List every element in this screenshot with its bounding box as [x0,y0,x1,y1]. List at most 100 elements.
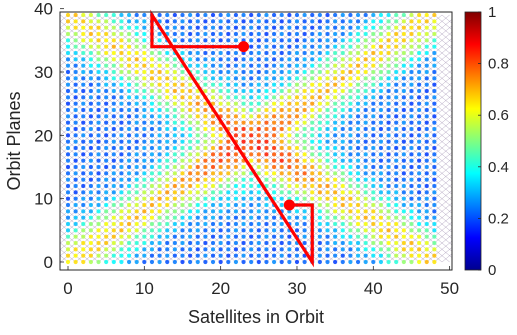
satellite-point [325,12,330,18]
satellite-point [149,171,155,176]
satellite-point [88,69,93,75]
satellite-point [195,145,200,151]
satellite-point [417,107,422,113]
satellite-point [149,240,155,246]
satellite-point [203,76,208,81]
satellite-point [119,209,124,214]
satellite-point [104,190,109,195]
x-tick-label: 10 [135,279,154,298]
satellite-point [271,38,277,43]
satellite-point [142,38,147,43]
satellite-point [386,215,391,220]
satellite-point [195,158,200,163]
link-line [121,14,420,263]
satellite-point [195,25,200,30]
satellite-point [172,190,177,195]
satellite-point [424,183,429,189]
satellite-point [348,215,353,220]
satellite-point [325,190,330,195]
link-line [342,14,452,106]
satellite-point [73,133,78,138]
satellite-point [256,50,261,56]
satellite-point [264,95,269,100]
satellite-point [394,82,399,87]
satellite-point [394,183,399,189]
satellite-point [401,253,406,258]
satellite-point [294,95,300,100]
satellite-point [325,76,330,81]
satellite-point [432,63,437,68]
satellite-point [96,234,101,239]
satellite-point [241,228,246,233]
satellite-point [394,63,399,68]
satellite-point [340,234,345,239]
link-line [60,14,351,257]
satellite-point [104,215,109,220]
satellite-point [210,88,216,94]
satellite-point [317,107,322,113]
satellite-point [371,88,376,94]
satellite-point [149,253,155,258]
satellite-point [157,202,162,208]
satellite-point [210,120,216,125]
satellite-point [325,202,330,208]
satellite-point [271,69,277,75]
satellite-point [355,158,361,163]
satellite-point [104,101,109,106]
satellite-point [233,240,239,246]
satellite-point [226,158,231,163]
satellite-point [317,145,322,151]
satellite-point [142,234,147,239]
satellite-point [88,82,93,87]
satellite-point [180,19,185,24]
satellite-point [424,57,429,62]
satellite-point [409,63,414,68]
satellite-point [394,114,399,119]
satellite-point [126,95,132,100]
satellite-point [180,171,185,176]
satellite-point [65,133,71,138]
satellite-point [264,69,269,75]
satellite-point [417,152,422,157]
satellite-point [279,253,284,258]
satellite-point [172,25,177,30]
satellite-point [432,50,437,56]
link-line [60,14,290,206]
satellite-point [264,253,269,258]
satellite-point [340,82,345,87]
satellite-point [111,152,116,157]
satellite-point [302,25,307,30]
satellite-point [287,107,292,113]
satellite-point [279,190,284,195]
satellite-point [142,69,147,75]
satellite-point [271,76,277,81]
satellite-point [104,19,109,24]
satellite-point [264,240,269,246]
satellite-point [378,228,384,233]
satellite-point [119,259,124,265]
satellite-point [165,76,170,81]
satellite-point [73,69,78,75]
satellite-point [134,253,139,258]
satellite-point [302,50,307,56]
satellite-point [378,158,384,163]
satellite-point [256,76,261,81]
satellite-point [73,196,78,201]
satellite-point [165,107,170,113]
satellite-point [126,171,132,176]
satellite-point [126,133,132,138]
satellite-point [302,228,307,233]
satellite-point [142,82,147,87]
satellite-point [142,139,147,144]
satellite-point [279,133,284,138]
satellite-point [88,25,93,30]
satellite-point [401,114,406,119]
satellite-point [424,38,429,43]
satellite-point [294,139,300,144]
satellite-point [218,240,223,246]
satellite-point [256,25,261,30]
satellite-point [417,12,422,18]
satellite-point [165,240,170,246]
satellite-point [104,202,109,208]
satellite-point [378,12,384,18]
